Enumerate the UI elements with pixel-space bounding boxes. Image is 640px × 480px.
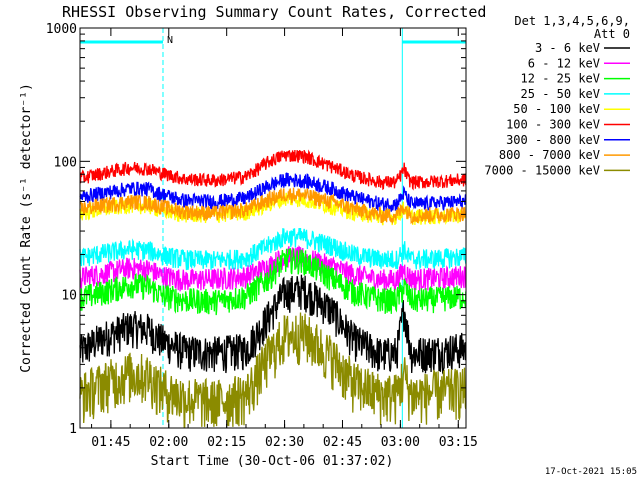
series-line-7 (79, 187, 467, 225)
legend-label: 7000 - 15000 keV (484, 163, 600, 177)
x-tick-label: 02:30 (265, 435, 304, 450)
x-tick-label: 01:45 (91, 435, 130, 450)
x-tick-label: 03:00 (381, 435, 420, 450)
series-line-0 (79, 274, 467, 375)
series-line-3 (79, 227, 467, 271)
series-lines (79, 149, 467, 428)
legend-header-line: Det 1,3,4,5,6,9, (514, 14, 630, 28)
x-tick-label: 02:00 (149, 435, 188, 450)
legend-label: 25 - 50 keV (521, 87, 600, 101)
plot-frame (79, 27, 467, 429)
series-line-2 (79, 248, 467, 316)
chart-title: RHESSI Observing Summary Count Rates, Co… (62, 3, 486, 21)
x-tick-label: 02:45 (323, 435, 362, 450)
series-line-8 (79, 312, 467, 428)
legend-label: 100 - 300 keV (506, 118, 600, 132)
x-tick-label: 02:15 (207, 435, 246, 450)
legend-label: 300 - 800 keV (506, 133, 600, 147)
series-line-5 (79, 149, 467, 191)
legend-label: 800 - 7000 keV (499, 148, 600, 162)
x-tick-label: 03:15 (439, 435, 478, 450)
series-line-6 (79, 172, 467, 212)
legend-label: 50 - 100 keV (513, 102, 600, 116)
y-tick-label: 1000 (46, 22, 77, 37)
y-tick-label: 10 (61, 289, 77, 304)
x-axis-label: Start Time (30-Oct-06 01:37:02) (151, 454, 394, 469)
y-tick-label: 1 (69, 422, 77, 437)
legend-header-line: Att 0 (594, 27, 630, 41)
night-annotation: N (167, 35, 173, 46)
legend-label: 6 - 12 keV (528, 56, 600, 70)
y-axis-label: Corrected Count Rate (s⁻¹ detector⁻¹) (19, 83, 34, 373)
date-stamp: 17-Oct-2021 15:05 (545, 467, 637, 477)
y-tick-label: 100 (54, 155, 77, 170)
legend-label: 12 - 25 keV (521, 72, 600, 86)
x-axis: 01:45 02:00 02:15 02:30 02:45 03:00 03:15 (91, 28, 478, 450)
legend-label: 3 - 6 keV (535, 41, 600, 55)
annotations: N 17-Oct-2021 15:05 (167, 35, 637, 477)
y-axis: 1 10 100 1000 (46, 22, 466, 437)
